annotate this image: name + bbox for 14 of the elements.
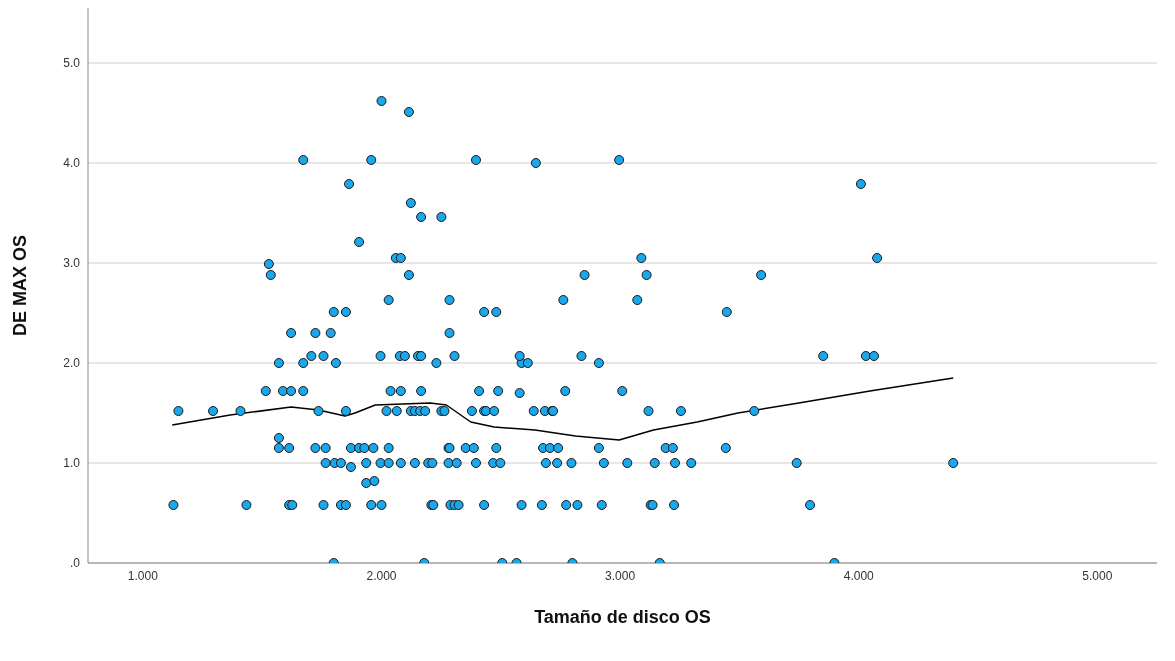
y-tick-label: 4.0 [63, 156, 81, 171]
y-axis-title: DE MAX OS [10, 234, 31, 337]
y-tick-label: 3.0 [63, 256, 81, 271]
x-tick-label: 4.000 [843, 568, 875, 583]
y-tick-label: .0 [69, 556, 81, 571]
x-tick-label: 3.000 [605, 568, 636, 583]
x-tick-label: 2.000 [366, 568, 397, 583]
x-tick-label: 1.000 [127, 568, 159, 583]
y-tick-label: 1.0 [63, 456, 81, 471]
x-tick-label: 5.000 [1082, 568, 1113, 583]
line-series [171, 377, 954, 441]
x-axis-title: Tamaño de disco OS [534, 607, 711, 627]
y-tick-label: 2.0 [63, 356, 81, 371]
y-tick-label: 5.0 [63, 56, 81, 71]
